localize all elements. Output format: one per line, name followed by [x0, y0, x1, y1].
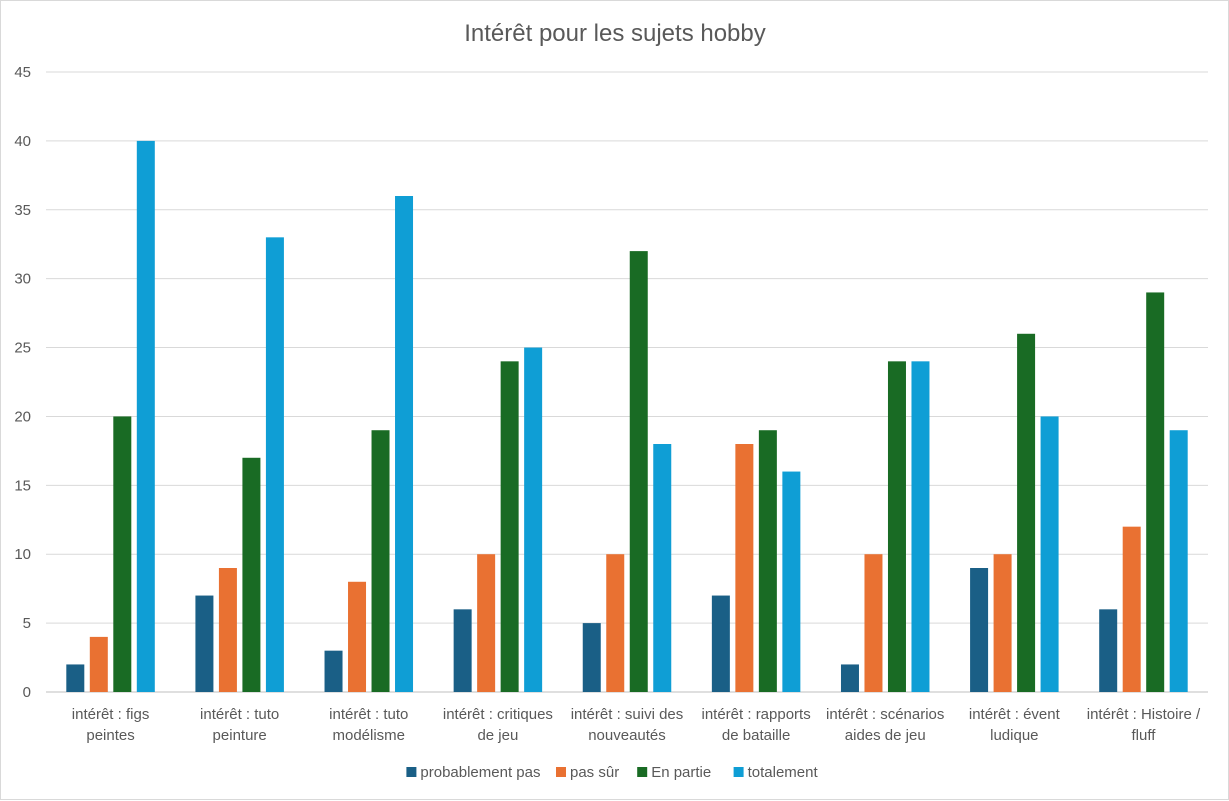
bar [500, 361, 519, 692]
x-axis: intérêt : figs peintes intérêt : tuto peint… [72, 706, 1201, 744]
legend-label: pas sûr [570, 764, 619, 781]
bar [524, 347, 543, 692]
bar [887, 361, 906, 692]
bar [711, 595, 730, 692]
x-tick-label: intérêt : figs [72, 706, 150, 723]
x-tick-label: de jeu [477, 727, 518, 744]
y-axis: 0 5 10 15 20 25 30 35 40 45 [14, 64, 31, 701]
bar [66, 664, 85, 692]
bar [582, 623, 601, 692]
y-tick-label: 15 [14, 477, 31, 494]
bar [1122, 526, 1141, 692]
bar [1169, 430, 1188, 692]
bar [113, 416, 132, 692]
bar [782, 471, 801, 692]
bar [840, 664, 859, 692]
bar [265, 237, 284, 693]
x-tick-label: intérêt : évent [969, 706, 1061, 723]
x-tick-label: intérêt : scénarios [826, 706, 944, 723]
bar [218, 568, 237, 692]
x-tick-label: nouveautés [588, 727, 666, 744]
bar [1146, 292, 1165, 692]
bar [89, 636, 108, 692]
chart-title: Intérêt pour les sujets hobby [464, 20, 766, 47]
bar [242, 457, 261, 692]
bar [993, 554, 1012, 692]
y-tick-label: 0 [23, 684, 31, 701]
legend-label: totalement [748, 764, 819, 781]
x-tick-label: peinture [213, 727, 267, 744]
y-tick-label: 40 [14, 133, 31, 150]
bars [66, 140, 1188, 693]
bar [136, 140, 155, 692]
x-tick-label: de bataille [722, 727, 790, 744]
legend-swatch [637, 767, 648, 777]
x-tick-label: intérêt : rapports [702, 706, 811, 723]
legend: probablement pas pas sûr En partie totaleme… [406, 764, 818, 781]
x-tick-label: fluff [1131, 727, 1156, 744]
legend-swatch [556, 767, 566, 777]
y-tick-label: 30 [14, 271, 31, 288]
gridlines [46, 71, 1208, 693]
bar [758, 430, 777, 692]
bar [1040, 416, 1059, 692]
x-tick-label: intérêt : Histoire / [1087, 706, 1201, 723]
y-tick-label: 45 [14, 64, 31, 81]
x-tick-label: modélisme [333, 727, 406, 744]
legend-swatch [733, 767, 744, 777]
bar [606, 554, 625, 692]
x-tick-label: intérêt : suivi des [571, 706, 684, 723]
bar [735, 444, 754, 692]
x-tick-label: aides de jeu [845, 727, 926, 744]
y-tick-label: 25 [14, 340, 31, 357]
bar [195, 595, 214, 692]
y-tick-label: 35 [14, 202, 31, 219]
x-tick-label: ludique [990, 727, 1038, 744]
x-tick-label: intérêt : tuto [329, 706, 408, 723]
bar [970, 568, 989, 692]
x-tick-label: intérêt : tuto [200, 706, 279, 723]
y-tick-label: 10 [14, 546, 31, 563]
bar [864, 554, 883, 692]
y-tick-label: 5 [23, 615, 31, 632]
legend-swatch [406, 767, 417, 777]
bar [653, 444, 672, 692]
x-tick-label: peintes [86, 727, 134, 744]
bar [324, 650, 343, 692]
bar [477, 554, 496, 692]
x-tick-label: intérêt : critiques [443, 706, 553, 723]
bar [395, 196, 414, 692]
legend-label: probablement pas [420, 764, 540, 781]
legend-label: En partie [651, 764, 711, 781]
bar [371, 430, 390, 692]
bar [629, 251, 648, 692]
bar [453, 609, 472, 692]
bar [348, 581, 367, 692]
bar [1017, 333, 1036, 692]
bar [1099, 609, 1118, 692]
y-tick-label: 20 [14, 408, 31, 425]
bar [911, 361, 930, 692]
